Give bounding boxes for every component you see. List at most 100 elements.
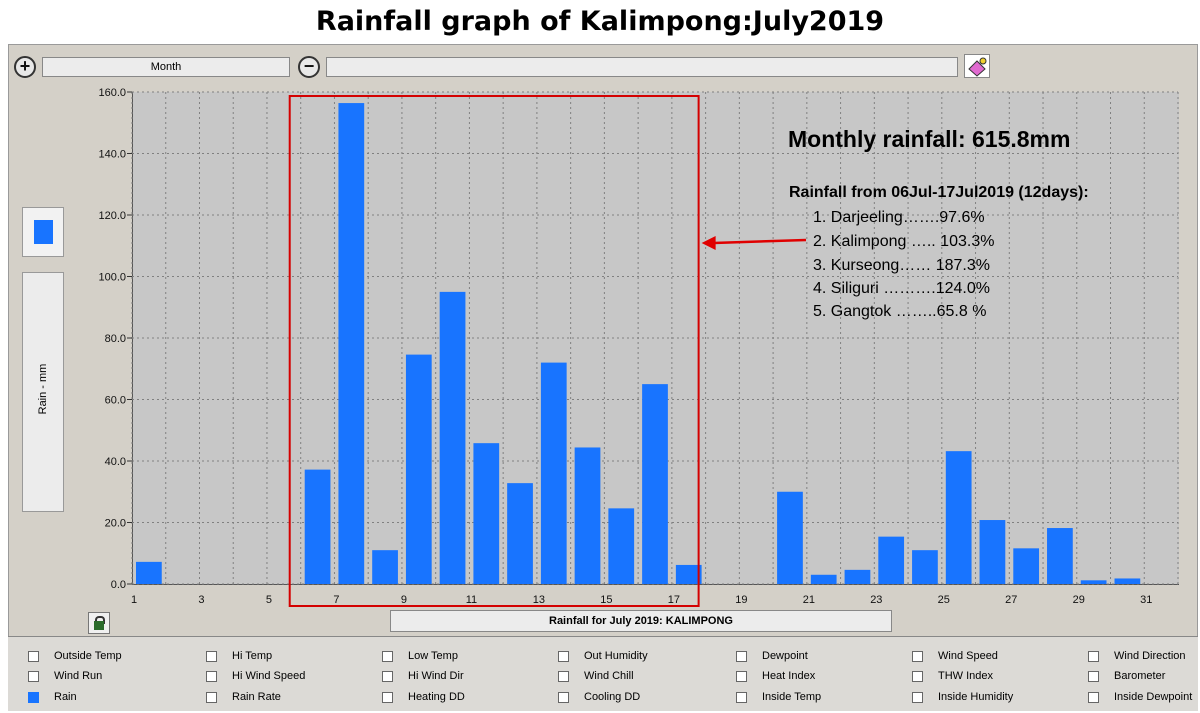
- district-item: 4. Siliguri ……….124.0%: [813, 280, 990, 297]
- x-tick-label: 1: [131, 594, 137, 606]
- rain-bar: [878, 536, 905, 584]
- rainfall-period-heading: Rainfall from 06Jul-17Jul2019 (12days):: [789, 184, 1089, 201]
- district-item: 1. Darjeeling…….97.6%: [813, 209, 985, 226]
- series-color-swatch[interactable]: [22, 207, 64, 257]
- x-tick-label: 5: [266, 594, 272, 606]
- checkbox-box[interactable]: [558, 671, 569, 682]
- lock-icon[interactable]: [88, 612, 110, 634]
- y-tick-label: 60.0: [105, 395, 126, 407]
- checkbox-label: Hi Temp: [232, 650, 273, 662]
- period-select[interactable]: Month: [42, 57, 290, 77]
- checkbox-label: Inside Dewpoint: [1114, 691, 1193, 703]
- checkbox-label: THW Index: [938, 670, 994, 682]
- clear-graph-icon[interactable]: [964, 54, 990, 78]
- y-tick-label: 20.0: [105, 518, 126, 530]
- y-tick-label: 160.0: [98, 87, 126, 99]
- rain-bar: [473, 443, 500, 584]
- rain-bar: [810, 574, 837, 584]
- checkbox-label: Wind Speed: [938, 650, 998, 662]
- rain-bar: [945, 451, 972, 584]
- rain-bar: [1114, 578, 1141, 584]
- checkbox-label: Cooling DD: [584, 691, 641, 703]
- highlight-box: [288, 95, 700, 607]
- checkbox-label: Heating DD: [408, 691, 465, 703]
- x-tick-label: 25: [938, 594, 950, 606]
- checkbox-label: Wind Direction: [1114, 650, 1186, 662]
- zoom-out-icon[interactable]: −: [298, 56, 320, 78]
- range-scrollbar[interactable]: [326, 57, 958, 77]
- rain-bar: [608, 508, 635, 584]
- y-tick-label: 40.0: [105, 456, 126, 468]
- x-tick-label: 19: [735, 594, 747, 606]
- checkbox-box[interactable]: [28, 671, 39, 682]
- checkbox-label: Barometer: [1114, 670, 1166, 682]
- rain-bar: [844, 569, 871, 584]
- x-tick-label: 7: [333, 594, 339, 606]
- checkbox-box[interactable]: [1088, 692, 1099, 703]
- checkbox-box[interactable]: [206, 692, 217, 703]
- zoom-in-icon[interactable]: +: [14, 56, 36, 78]
- checkbox-label: Inside Humidity: [938, 691, 1014, 703]
- x-tick-label: 31: [1140, 594, 1152, 606]
- x-tick-label: 27: [1005, 594, 1017, 606]
- y-tick-label: 80.0: [105, 333, 126, 345]
- rain-bar: [642, 384, 668, 584]
- y-tick-label: 0.0: [111, 579, 126, 591]
- checkbox-box[interactable]: [558, 651, 569, 662]
- rain-bar: [338, 103, 365, 584]
- rain-bar: [979, 520, 1006, 584]
- checkbox-label: Hi Wind Speed: [232, 670, 306, 682]
- y-tick-label: 100.0: [98, 272, 126, 284]
- checkbox-box[interactable]: [28, 692, 39, 703]
- annotation-arrowhead: [701, 236, 716, 250]
- checkbox-box[interactable]: [912, 651, 923, 662]
- checkbox-box[interactable]: [206, 671, 217, 682]
- checkbox-label: Inside Temp: [762, 691, 822, 703]
- district-item: 2. Kalimpong ….. 103.3%: [813, 233, 995, 250]
- checkbox-box[interactable]: [558, 692, 569, 703]
- y-tick-label: 140.0: [98, 149, 126, 161]
- rain-bar: [777, 491, 803, 584]
- checkbox-box[interactable]: [736, 692, 747, 703]
- rain-bar: [304, 469, 331, 584]
- checkbox-box[interactable]: [912, 671, 923, 682]
- checkbox-box[interactable]: [736, 671, 747, 682]
- x-tick-label: 29: [1073, 594, 1085, 606]
- checkbox-label: Rain Rate: [232, 691, 281, 703]
- district-item: 3. Kurseong…… 187.3%: [813, 257, 990, 274]
- rain-bar: [405, 354, 432, 584]
- x-tick-label: 13: [533, 594, 545, 606]
- x-tick-label: 17: [668, 594, 680, 606]
- checkbox-label: Low Temp: [408, 650, 458, 662]
- checkbox-box[interactable]: [736, 651, 747, 662]
- checkbox-box[interactable]: [1088, 671, 1099, 682]
- x-tick-label: 15: [600, 594, 612, 606]
- eraser-icon: [968, 57, 987, 77]
- checkbox-box[interactable]: [912, 692, 923, 703]
- rain-bar: [507, 483, 533, 584]
- checkbox-label: Rain: [54, 691, 77, 703]
- checkbox-box[interactable]: [1088, 651, 1099, 662]
- district-item: 5. Gangtok ……..65.8 %: [813, 303, 987, 320]
- x-tick-label: 9: [401, 594, 407, 606]
- x-tick-label: 21: [803, 594, 815, 606]
- checkbox-box[interactable]: [382, 651, 393, 662]
- rain-bar: [675, 564, 702, 584]
- rain-bar: [136, 561, 162, 584]
- rain-bar: [1047, 528, 1073, 584]
- checkbox-label: Out Humidity: [584, 650, 648, 662]
- checkbox-box[interactable]: [382, 692, 393, 703]
- checkbox-box[interactable]: [206, 651, 217, 662]
- y-tick-label: 120.0: [98, 210, 126, 222]
- rain-bar: [540, 362, 567, 584]
- checkbox-label: Heat Index: [762, 670, 816, 682]
- rain-bar: [439, 291, 466, 584]
- checkbox-label: Outside Temp: [54, 650, 122, 662]
- x-tick-label: 3: [198, 594, 204, 606]
- chart-caption: Rainfall for July 2019: KALIMPONG: [390, 610, 892, 632]
- checkbox-box[interactable]: [28, 651, 39, 662]
- rain-bar: [1080, 580, 1107, 584]
- rain-bar: [1013, 548, 1040, 584]
- checkbox-box[interactable]: [382, 671, 393, 682]
